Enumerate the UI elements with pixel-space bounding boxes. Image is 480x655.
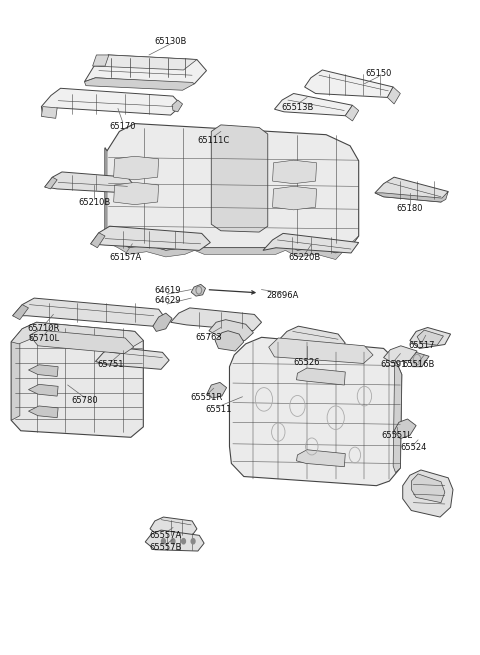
- Text: 65210B: 65210B: [78, 198, 110, 206]
- Polygon shape: [191, 284, 205, 296]
- Polygon shape: [150, 517, 197, 536]
- Circle shape: [161, 538, 165, 544]
- Text: 65516B: 65516B: [402, 360, 435, 369]
- Polygon shape: [305, 70, 393, 98]
- Text: 65710L: 65710L: [28, 334, 60, 343]
- Text: 65157A: 65157A: [109, 253, 141, 262]
- Text: 65557B: 65557B: [150, 542, 182, 552]
- Polygon shape: [41, 107, 57, 119]
- Polygon shape: [91, 226, 210, 250]
- Polygon shape: [170, 308, 262, 331]
- Text: 65130B: 65130B: [155, 37, 187, 46]
- Text: 64629: 64629: [154, 296, 180, 305]
- Polygon shape: [375, 191, 448, 202]
- Polygon shape: [394, 419, 416, 439]
- Polygon shape: [105, 148, 107, 237]
- Text: 65526: 65526: [294, 358, 320, 367]
- Text: 28696A: 28696A: [267, 291, 299, 300]
- Polygon shape: [29, 330, 134, 354]
- Text: 65551L: 65551L: [382, 431, 412, 440]
- Polygon shape: [84, 55, 206, 84]
- Polygon shape: [410, 352, 429, 367]
- Polygon shape: [275, 94, 352, 116]
- Text: 64619: 64619: [154, 286, 180, 295]
- Polygon shape: [345, 105, 359, 121]
- Text: 65524: 65524: [400, 443, 426, 452]
- Text: 65111C: 65111C: [198, 136, 230, 145]
- Polygon shape: [207, 383, 227, 398]
- Text: 65780: 65780: [71, 396, 98, 405]
- Polygon shape: [172, 100, 182, 112]
- Text: 65170: 65170: [109, 122, 136, 131]
- Polygon shape: [410, 328, 451, 348]
- Polygon shape: [297, 450, 345, 467]
- Polygon shape: [11, 322, 144, 438]
- Polygon shape: [45, 177, 57, 189]
- Polygon shape: [12, 305, 28, 320]
- Polygon shape: [105, 234, 359, 259]
- Polygon shape: [96, 347, 169, 369]
- Polygon shape: [93, 55, 109, 66]
- Text: 65557A: 65557A: [150, 531, 182, 540]
- Text: 65591: 65591: [380, 360, 407, 369]
- Polygon shape: [278, 326, 345, 352]
- Text: 65150: 65150: [366, 69, 392, 79]
- Polygon shape: [211, 125, 268, 232]
- Text: 65551R: 65551R: [191, 393, 223, 402]
- Text: 65763: 65763: [195, 333, 222, 343]
- Polygon shape: [114, 157, 158, 179]
- Circle shape: [171, 538, 175, 544]
- Polygon shape: [28, 406, 58, 418]
- Polygon shape: [41, 88, 181, 117]
- Circle shape: [191, 538, 195, 544]
- Polygon shape: [209, 320, 253, 341]
- Text: 65220B: 65220B: [288, 253, 321, 262]
- Text: 65511: 65511: [205, 405, 232, 414]
- Polygon shape: [145, 530, 204, 551]
- Polygon shape: [375, 177, 448, 202]
- Polygon shape: [12, 298, 164, 326]
- Polygon shape: [153, 313, 172, 331]
- Polygon shape: [393, 360, 402, 473]
- Polygon shape: [273, 160, 317, 183]
- Circle shape: [181, 538, 185, 544]
- Polygon shape: [91, 233, 105, 248]
- Text: 65710R: 65710R: [27, 324, 60, 333]
- Polygon shape: [387, 87, 400, 104]
- Polygon shape: [28, 384, 58, 396]
- Polygon shape: [273, 186, 317, 210]
- Polygon shape: [417, 330, 444, 345]
- Polygon shape: [269, 338, 373, 364]
- Text: 65517: 65517: [408, 341, 435, 350]
- Text: 65513B: 65513B: [281, 103, 313, 113]
- Polygon shape: [84, 78, 194, 90]
- Text: 65751: 65751: [97, 360, 124, 369]
- Polygon shape: [297, 368, 345, 385]
- Polygon shape: [11, 337, 20, 421]
- Polygon shape: [94, 55, 197, 70]
- Polygon shape: [45, 172, 134, 193]
- Polygon shape: [263, 233, 359, 253]
- Polygon shape: [229, 337, 402, 485]
- Polygon shape: [105, 124, 359, 253]
- Polygon shape: [384, 346, 417, 363]
- Polygon shape: [215, 331, 244, 351]
- Polygon shape: [411, 474, 445, 502]
- Text: 65180: 65180: [396, 204, 423, 213]
- Polygon shape: [403, 470, 453, 517]
- Polygon shape: [114, 182, 158, 204]
- Polygon shape: [28, 365, 58, 377]
- Polygon shape: [11, 322, 144, 347]
